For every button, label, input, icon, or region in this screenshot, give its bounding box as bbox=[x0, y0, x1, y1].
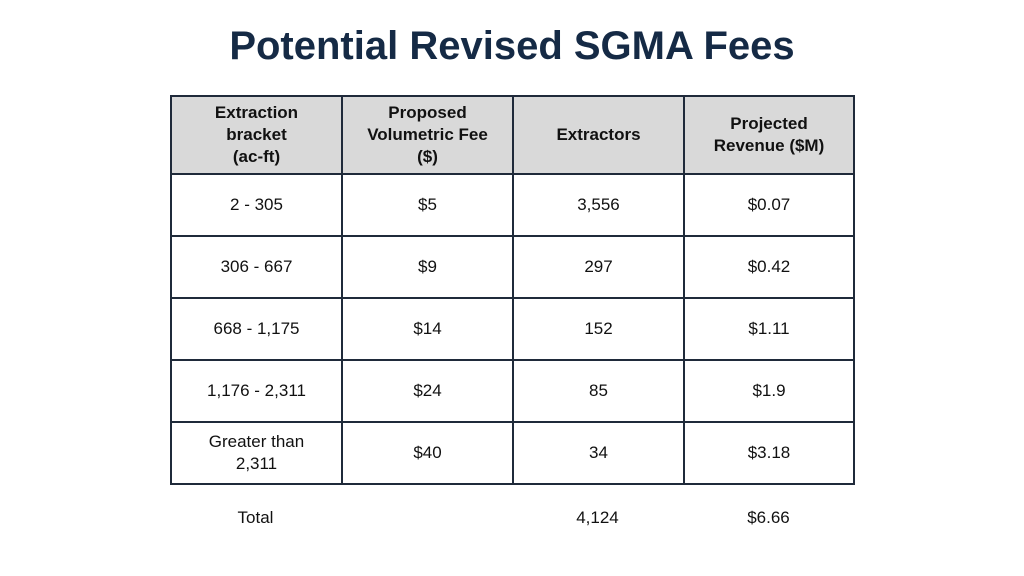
cell-fee: $14 bbox=[341, 297, 514, 361]
cell-fee: $9 bbox=[341, 235, 514, 299]
page-title: Potential Revised SGMA Fees bbox=[229, 24, 795, 68]
cell-extractors: 3,556 bbox=[512, 173, 685, 237]
table-header-row: Extraction bracket (ac-ft) Proposed Volu… bbox=[170, 95, 855, 175]
cell-revenue: $1.11 bbox=[683, 297, 855, 361]
header-extractors: Extractors bbox=[512, 95, 685, 175]
table-row: 2 - 305 $5 3,556 $0.07 bbox=[170, 173, 855, 237]
cell-bracket: Greater than 2,311 bbox=[170, 421, 343, 485]
cell-extractors: 34 bbox=[512, 421, 685, 485]
bracket-line: 2 - 305 bbox=[230, 195, 283, 214]
cell-extractors: 85 bbox=[512, 359, 685, 423]
bracket-line: Greater than bbox=[208, 432, 305, 451]
cell-revenue: $0.42 bbox=[683, 235, 855, 299]
bracket-line: 2,311 bbox=[235, 454, 278, 473]
cell-extractors: 297 bbox=[512, 235, 685, 299]
table-row: 1,176 - 2,311 $24 85 $1.9 bbox=[170, 359, 855, 423]
table-row: 306 - 667 $9 297 $0.42 bbox=[170, 235, 855, 299]
total-revenue: $6.66 bbox=[747, 508, 790, 527]
fees-table: Extraction bracket (ac-ft) Proposed Volu… bbox=[170, 95, 855, 485]
cell-revenue: $3.18 bbox=[683, 421, 855, 485]
cell-bracket: 668 - 1,175 bbox=[170, 297, 343, 361]
cell-revenue: $0.07 bbox=[683, 173, 855, 237]
header-line: Revenue ($M) bbox=[713, 136, 825, 155]
table-row: Greater than 2,311 $40 34 $3.18 bbox=[170, 421, 855, 485]
total-label: Total bbox=[237, 508, 274, 527]
table-row: 668 - 1,175 $14 152 $1.11 bbox=[170, 297, 855, 361]
header-line: bracket bbox=[226, 125, 287, 144]
header-extraction-bracket: Extraction bracket (ac-ft) bbox=[170, 95, 343, 175]
bracket-line: 1,176 - 2,311 bbox=[207, 381, 306, 400]
cell-bracket: 306 - 667 bbox=[170, 235, 343, 299]
cell-fee: $40 bbox=[341, 421, 514, 485]
total-row: Total 4,124 $6.66 bbox=[170, 505, 853, 531]
header-line: Proposed bbox=[388, 103, 467, 122]
header-line: ($) bbox=[417, 147, 438, 166]
header-line: (ac-ft) bbox=[232, 147, 281, 166]
header-proposed-fee: Proposed Volumetric Fee ($) bbox=[341, 95, 514, 175]
cell-extractors: 152 bbox=[512, 297, 685, 361]
cell-bracket: 2 - 305 bbox=[170, 173, 343, 237]
cell-bracket: 1,176 - 2,311 bbox=[170, 359, 343, 423]
header-line: Volumetric Fee bbox=[367, 125, 488, 144]
header-line: Extraction bbox=[214, 103, 299, 122]
header-line: Extractors bbox=[556, 125, 641, 144]
header-line: Projected bbox=[730, 114, 808, 133]
cell-revenue: $1.9 bbox=[683, 359, 855, 423]
bracket-line: 306 - 667 bbox=[220, 257, 293, 276]
header-projected-revenue: Projected Revenue ($M) bbox=[683, 95, 855, 175]
cell-fee: $24 bbox=[341, 359, 514, 423]
bracket-line: 668 - 1,175 bbox=[213, 319, 300, 338]
cell-fee: $5 bbox=[341, 173, 514, 237]
total-extractors: 4,124 bbox=[576, 508, 619, 527]
